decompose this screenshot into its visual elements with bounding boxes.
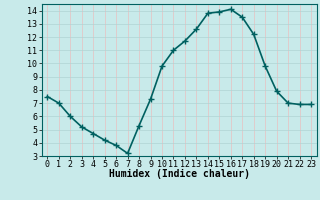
X-axis label: Humidex (Indice chaleur): Humidex (Indice chaleur) xyxy=(109,169,250,179)
